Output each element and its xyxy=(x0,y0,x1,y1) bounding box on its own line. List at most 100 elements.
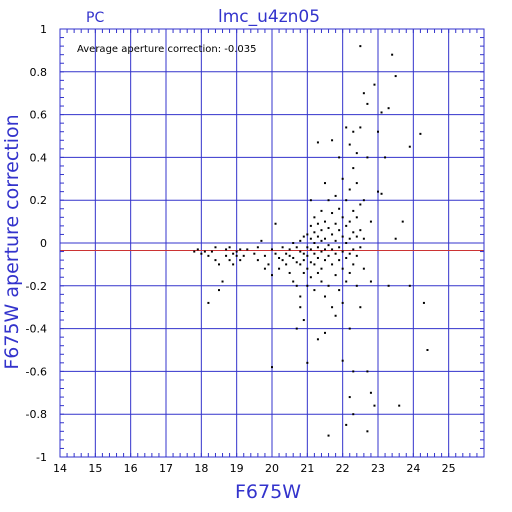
data-point xyxy=(267,263,270,266)
data-point xyxy=(327,227,330,230)
data-point xyxy=(362,267,365,270)
data-point xyxy=(331,139,334,142)
data-point xyxy=(341,359,344,362)
x-tick-label: 16 xyxy=(124,462,138,475)
data-point xyxy=(387,107,390,110)
data-point xyxy=(366,370,369,373)
x-tick-label: 24 xyxy=(406,462,420,475)
data-point xyxy=(313,231,316,234)
data-point xyxy=(359,246,362,249)
data-point xyxy=(299,239,302,242)
x-tick-label: 17 xyxy=(159,462,173,475)
data-point xyxy=(338,156,341,159)
data-point xyxy=(295,327,298,330)
data-point xyxy=(306,361,309,364)
data-point xyxy=(260,239,263,242)
data-point xyxy=(324,220,326,223)
data-point xyxy=(341,235,344,238)
data-point xyxy=(313,242,316,244)
data-point xyxy=(338,229,341,232)
data-point xyxy=(207,254,210,257)
data-point xyxy=(292,242,295,244)
data-point xyxy=(313,216,316,219)
data-point xyxy=(278,256,281,259)
data-point xyxy=(242,254,245,257)
data-point xyxy=(313,263,316,266)
data-point xyxy=(288,271,291,274)
data-point xyxy=(235,250,238,253)
data-point xyxy=(316,338,319,341)
data-point xyxy=(334,194,337,197)
data-point xyxy=(225,254,228,257)
data-point xyxy=(263,267,266,270)
data-point xyxy=(352,231,355,234)
data-point xyxy=(288,248,291,251)
data-point xyxy=(271,366,273,369)
data-point xyxy=(352,130,355,133)
data-point xyxy=(384,156,387,159)
data-point xyxy=(196,248,199,251)
data-point xyxy=(369,220,372,223)
data-point xyxy=(324,237,326,240)
data-point xyxy=(352,167,355,170)
data-point xyxy=(327,284,330,287)
data-point xyxy=(348,252,351,255)
data-point xyxy=(327,244,330,247)
data-point xyxy=(369,391,372,394)
data-point xyxy=(299,295,302,298)
data-point xyxy=(324,331,326,334)
data-point xyxy=(232,263,235,266)
data-point xyxy=(355,284,358,287)
data-point xyxy=(338,207,341,210)
data-point xyxy=(341,267,344,270)
data-point xyxy=(377,190,379,193)
data-point xyxy=(334,239,337,242)
data-point xyxy=(331,248,334,251)
data-point xyxy=(331,263,334,266)
data-point xyxy=(225,248,228,251)
x-tick-label: 15 xyxy=(88,462,102,475)
data-point xyxy=(281,246,284,249)
data-point xyxy=(309,276,312,279)
data-point xyxy=(214,259,217,262)
data-point xyxy=(334,252,337,255)
data-point xyxy=(324,248,326,251)
data-point xyxy=(285,263,288,266)
data-point xyxy=(309,199,312,202)
chart-annotation: Average aperture correction: -0.035 xyxy=(77,44,257,55)
data-point xyxy=(408,284,411,287)
data-point xyxy=(316,235,319,238)
data-point xyxy=(320,209,323,212)
data-point xyxy=(355,152,358,155)
chart-subtitle: PC xyxy=(86,10,104,26)
data-point xyxy=(218,289,220,292)
data-point xyxy=(302,252,305,255)
data-point xyxy=(302,319,305,322)
data-point xyxy=(394,75,397,78)
data-point xyxy=(348,143,351,146)
data-point xyxy=(306,267,309,270)
x-tick-label: 19 xyxy=(230,462,244,475)
data-point xyxy=(271,248,273,251)
data-point xyxy=(324,259,326,262)
data-point xyxy=(200,252,203,255)
data-point xyxy=(218,263,220,266)
x-tick-label: 14 xyxy=(53,462,67,475)
data-point xyxy=(309,248,312,251)
plot-frame xyxy=(59,28,485,458)
data-point xyxy=(313,252,316,255)
data-point xyxy=(324,182,326,185)
data-point xyxy=(292,256,295,259)
y-tick-label: 0.4 xyxy=(30,151,48,164)
data-point xyxy=(373,83,376,86)
data-point xyxy=(355,235,358,238)
data-point xyxy=(256,246,259,249)
data-point xyxy=(362,237,365,240)
y-tick-label: 0.6 xyxy=(30,109,48,122)
x-tick-label: 18 xyxy=(194,462,208,475)
data-point xyxy=(352,413,355,416)
data-point xyxy=(235,254,238,257)
data-point xyxy=(345,423,348,426)
reference-lines xyxy=(60,242,484,251)
data-point xyxy=(331,306,334,309)
